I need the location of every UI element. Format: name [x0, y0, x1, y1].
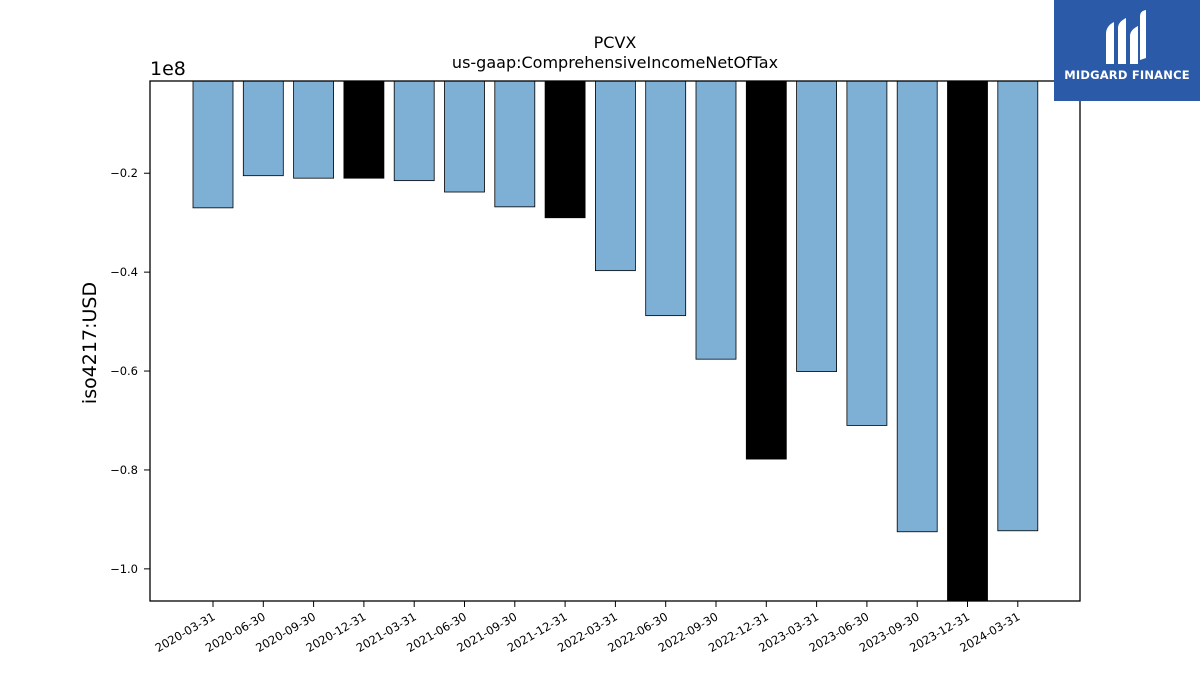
x-ticks-group: 2020-03-312020-06-302020-09-302020-12-31… — [153, 601, 1022, 655]
brand-logo: MIDGARD FINANCE — [1054, 0, 1200, 101]
bar-2021-09-30 — [494, 80, 536, 208]
bar-2022-12-31 — [745, 80, 787, 460]
y-ticks-group: −0.2 −0.4 −0.6 −0.8 −1.0 — [110, 166, 150, 576]
y-tick-label: −0.2 — [110, 166, 138, 180]
bar-2020-03-31 — [192, 80, 234, 209]
y-tick-label: −1.0 — [110, 562, 138, 576]
bar-2023-03-31 — [796, 80, 837, 372]
bar-2020-06-30 — [242, 80, 284, 177]
bar-2022-03-31 — [595, 80, 636, 272]
offset-label: 1e8 — [150, 58, 186, 80]
chart-title: PCVX — [594, 33, 637, 52]
y-tick-label: −0.4 — [110, 265, 138, 279]
y-axis-label: iso4217:USD — [79, 282, 101, 404]
bars-group — [192, 80, 1039, 602]
y-tick-label: −0.6 — [110, 364, 138, 378]
bar-2023-12-31 — [947, 80, 988, 602]
bar-2021-12-31 — [544, 80, 586, 219]
bar-2022-06-30 — [645, 80, 687, 317]
bar-2024-03-31 — [997, 80, 1039, 532]
bar-2020-12-31 — [343, 80, 385, 179]
bar-2022-09-30 — [695, 80, 737, 360]
bar-2021-06-30 — [444, 80, 485, 193]
plot-frame — [149, 80, 1081, 602]
bar-2020-09-30 — [293, 80, 335, 179]
bar-2023-06-30 — [846, 80, 888, 426]
logo-text: MIDGARD FINANCE — [1064, 68, 1190, 82]
y-tick-label: −0.8 — [110, 463, 138, 477]
bar-2023-09-30 — [896, 80, 938, 533]
chart-subtitle: us-gaap:ComprehensiveIncomeNetOfTax — [452, 53, 778, 72]
bar-2021-03-31 — [393, 80, 435, 182]
midgard-logo-icon — [1106, 10, 1146, 64]
